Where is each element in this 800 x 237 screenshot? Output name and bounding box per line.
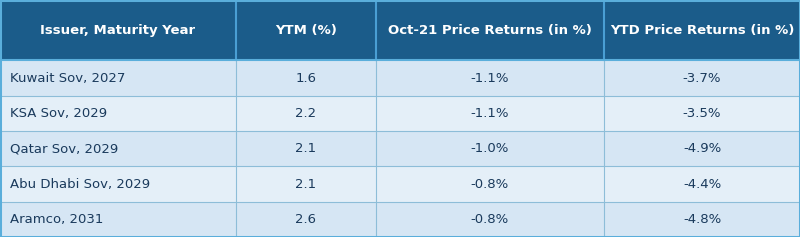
Text: 2.6: 2.6 [295, 213, 317, 226]
Bar [236, 166, 376, 202]
Text: Abu Dhabi Sov, 2029: Abu Dhabi Sov, 2029 [10, 178, 150, 191]
Text: YTM (%): YTM (%) [275, 24, 337, 37]
Text: -3.7%: -3.7% [682, 72, 722, 85]
Text: -4.9%: -4.9% [683, 142, 721, 155]
Text: -1.1%: -1.1% [470, 107, 510, 120]
Bar [604, 166, 800, 202]
Bar [0, 202, 236, 237]
Bar [236, 96, 376, 131]
Bar [0, 131, 236, 166]
Bar [0, 0, 236, 60]
Bar [0, 166, 236, 202]
Bar [236, 131, 376, 166]
Bar [604, 131, 800, 166]
Text: Oct-21 Price Returns (in %): Oct-21 Price Returns (in %) [388, 24, 592, 37]
Bar [236, 202, 376, 237]
Text: -4.4%: -4.4% [683, 178, 721, 191]
Text: Qatar Sov, 2029: Qatar Sov, 2029 [10, 142, 118, 155]
Bar [604, 60, 800, 96]
Bar [376, 96, 604, 131]
Text: Kuwait Sov, 2027: Kuwait Sov, 2027 [10, 72, 126, 85]
Text: 2.2: 2.2 [295, 107, 317, 120]
Bar [376, 60, 604, 96]
Bar [376, 131, 604, 166]
Bar [236, 60, 376, 96]
Text: KSA Sov, 2029: KSA Sov, 2029 [10, 107, 107, 120]
Bar [604, 96, 800, 131]
Bar [376, 202, 604, 237]
Text: 1.6: 1.6 [295, 72, 317, 85]
Bar [604, 0, 800, 60]
Text: -3.5%: -3.5% [682, 107, 722, 120]
Text: -0.8%: -0.8% [471, 213, 509, 226]
Bar [376, 166, 604, 202]
Text: 2.1: 2.1 [295, 178, 317, 191]
Text: Aramco, 2031: Aramco, 2031 [10, 213, 104, 226]
Bar [236, 0, 376, 60]
Bar [0, 96, 236, 131]
Text: -4.8%: -4.8% [683, 213, 721, 226]
Text: YTD Price Returns (in %): YTD Price Returns (in %) [610, 24, 794, 37]
Bar [376, 0, 604, 60]
Text: Issuer, Maturity Year: Issuer, Maturity Year [41, 24, 195, 37]
Text: -1.0%: -1.0% [471, 142, 509, 155]
Text: -1.1%: -1.1% [470, 72, 510, 85]
Text: -0.8%: -0.8% [471, 178, 509, 191]
Text: 2.1: 2.1 [295, 142, 317, 155]
Bar [604, 202, 800, 237]
Bar [0, 60, 236, 96]
